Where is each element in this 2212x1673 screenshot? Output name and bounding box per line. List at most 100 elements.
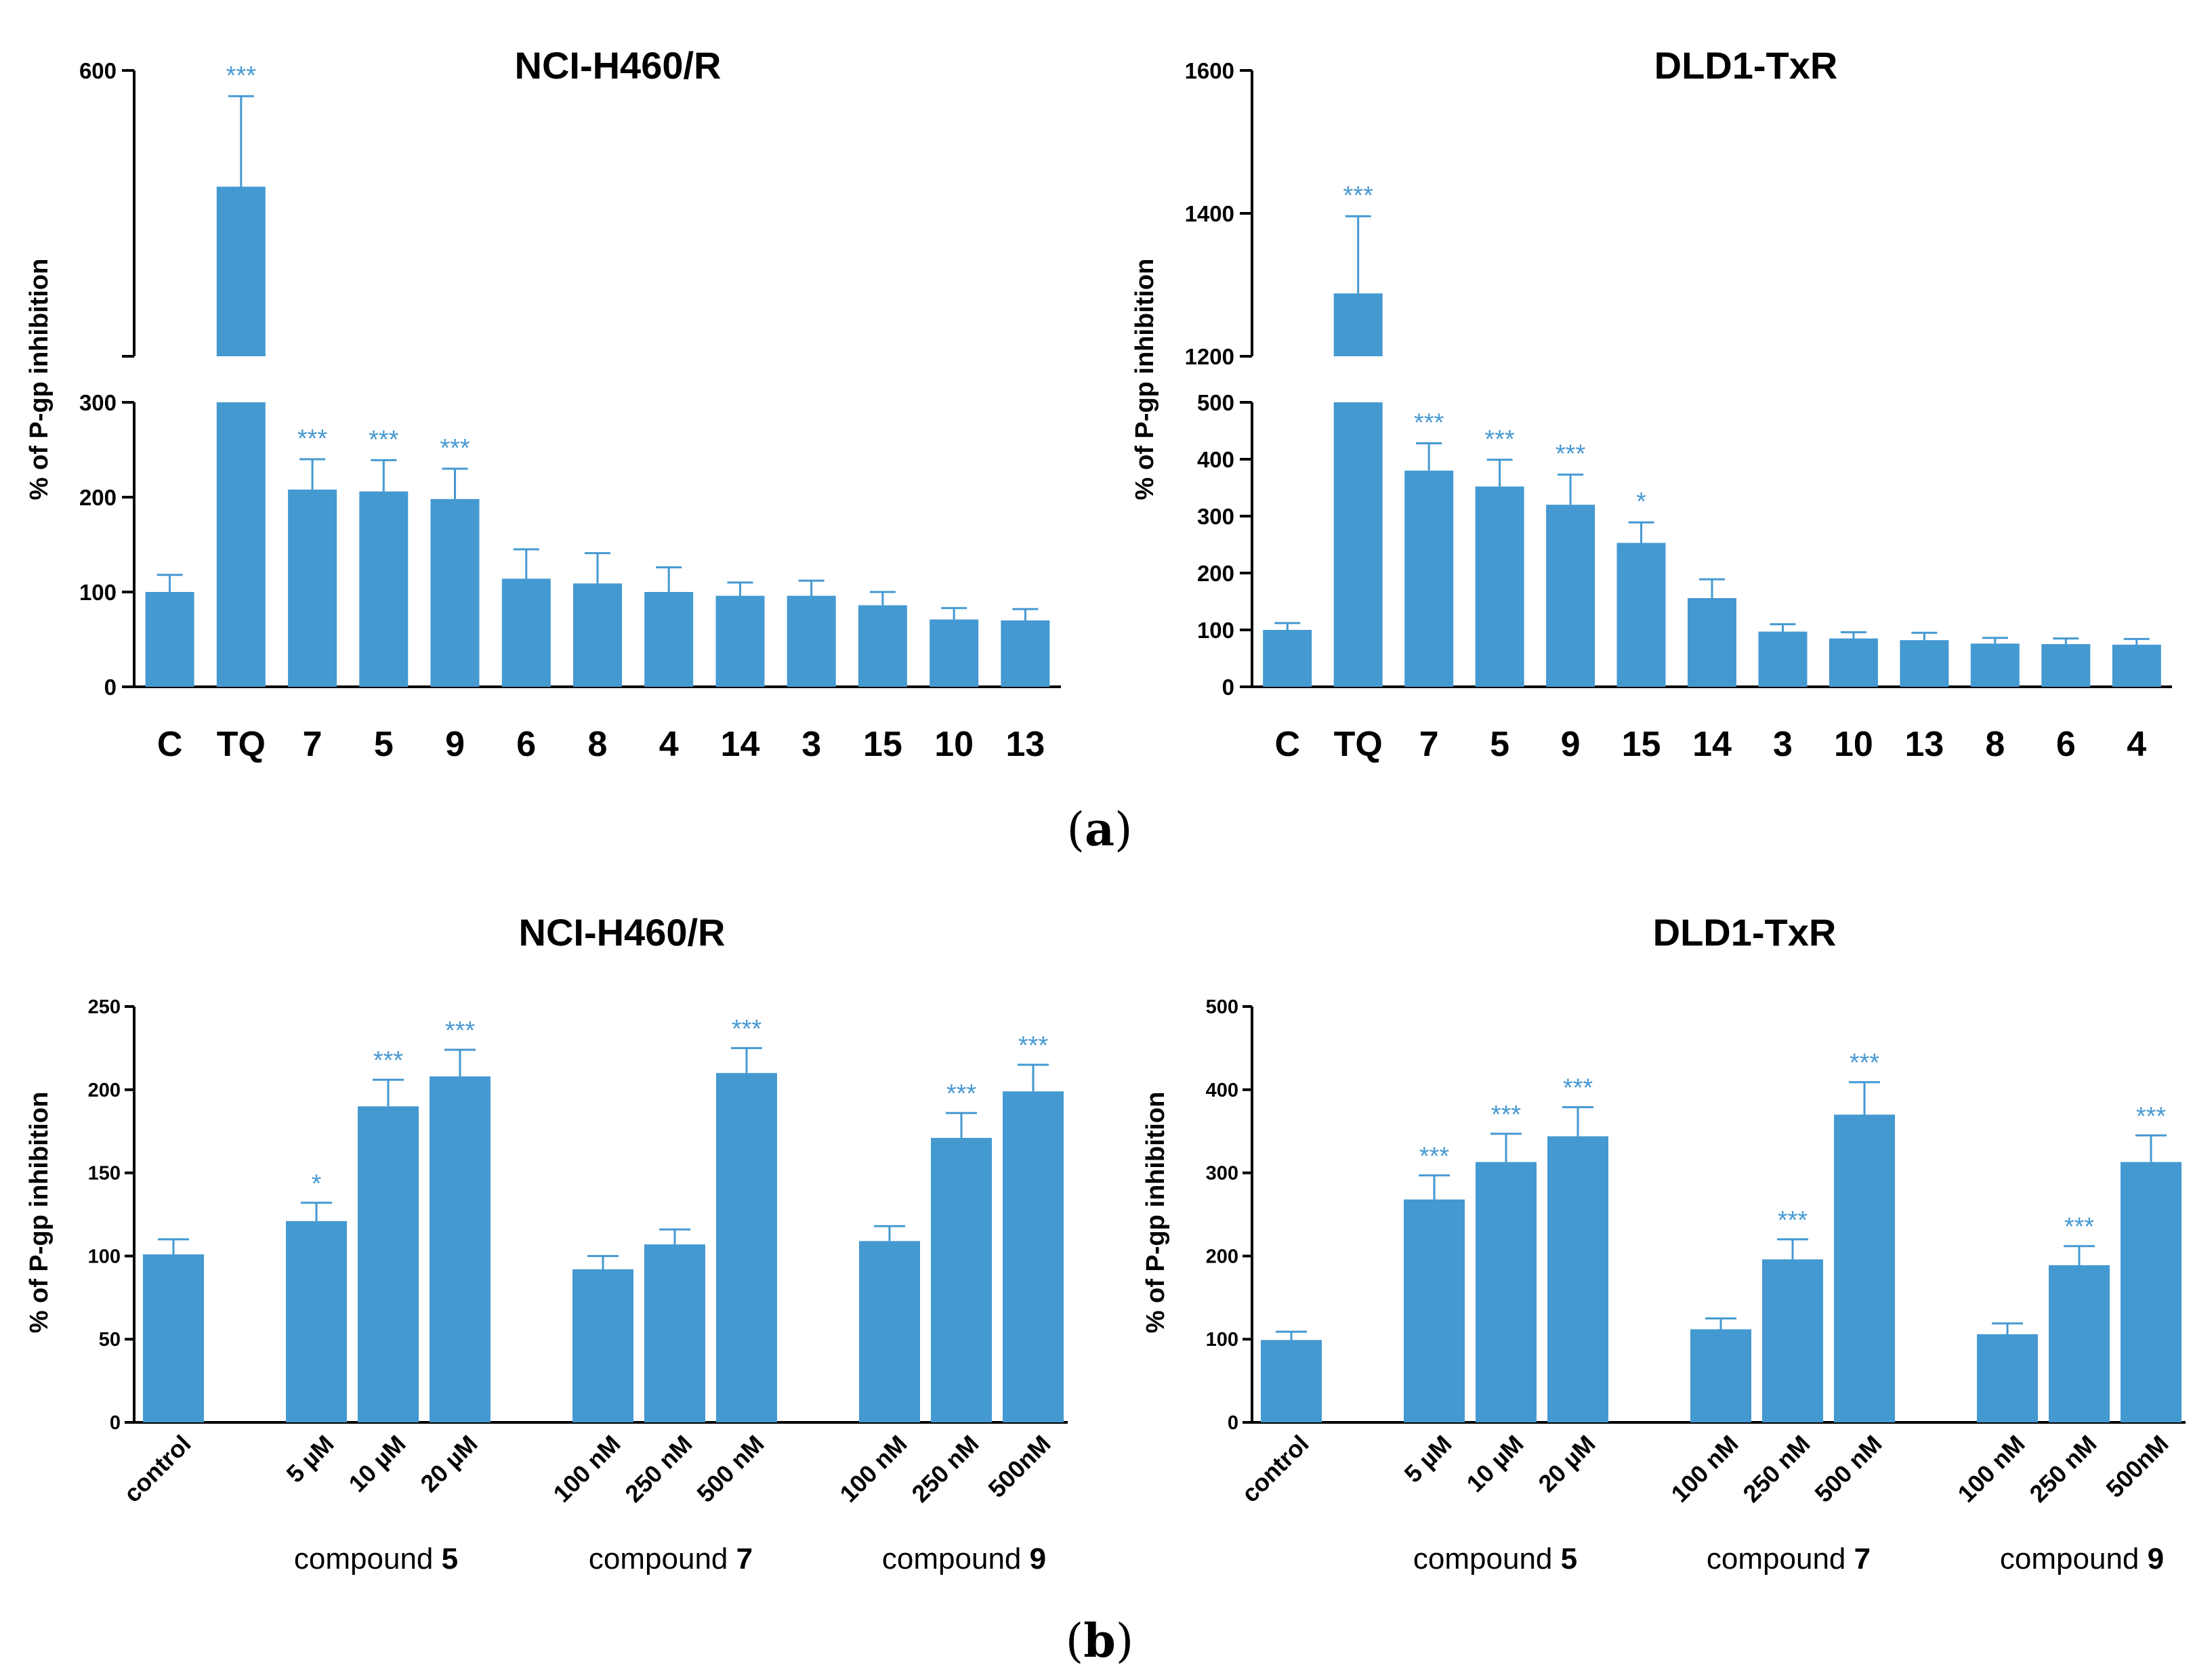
bar-7 — [1977, 1334, 2038, 1422]
bar-2 — [358, 1106, 419, 1422]
x-category-label: 15 — [1622, 725, 1661, 764]
bar-4 — [430, 499, 480, 687]
bar-10 — [858, 605, 907, 687]
panel-label-b: (b) — [1066, 1614, 1134, 1668]
bar-9 — [1900, 640, 1949, 687]
y-tick-label: 300 — [1206, 1163, 1238, 1185]
group-label-compound: compound 7 — [1707, 1542, 1871, 1575]
significance-label: *** — [1414, 408, 1444, 437]
y-tick-label: 200 — [88, 1080, 121, 1101]
chart-b-right-dld1-txr: DLD1-TxR % of P-gp inhibition 0 100 200 300 40… — [1142, 911, 2186, 1575]
bar-8 — [715, 595, 765, 687]
y-tick-label: 50 — [99, 1329, 121, 1351]
bar-3 — [430, 1076, 491, 1422]
x-category-label: control — [118, 1430, 196, 1508]
y-tick-label: 400 — [1197, 447, 1234, 472]
bar-7 — [1758, 631, 1808, 687]
group-label-number: 9 — [2148, 1542, 2164, 1575]
significance-label: *** — [1491, 1101, 1522, 1129]
y-tick-label: 300 — [79, 390, 117, 415]
x-category-label: 14 — [1692, 725, 1732, 764]
significance-label: *** — [1484, 425, 1515, 454]
x-category-label: 9 — [1561, 725, 1581, 764]
x-category-label: 10 — [1834, 725, 1873, 764]
bar-6 — [1688, 598, 1736, 687]
chart-title: DLD1-TxR — [1653, 911, 1837, 954]
bar-3 — [1475, 486, 1524, 687]
bar-2 — [1476, 1162, 1537, 1422]
group-label-prefix: compound — [1707, 1542, 1854, 1575]
x-category-label: 13 — [1904, 725, 1944, 764]
group-label-prefix: compound — [2000, 1542, 2148, 1575]
significance-label: *** — [440, 434, 470, 463]
x-category-label: 3 — [801, 725, 821, 764]
significance-label: *** — [226, 62, 257, 90]
x-category-label: C — [157, 725, 183, 764]
significance-label: *** — [2136, 1102, 2167, 1130]
bar-10 — [1970, 643, 2020, 687]
significance-label: *** — [369, 425, 399, 454]
bar-12 — [1001, 620, 1050, 687]
x-category-label: 8 — [1985, 725, 2005, 764]
x-category-label: 8 — [588, 725, 608, 764]
y-tick-label: 1600 — [1185, 58, 1234, 83]
x-category-label: 15 — [863, 725, 902, 764]
x-category-label: 10 — [934, 725, 974, 764]
x-category-label: 14 — [721, 725, 760, 764]
y-tick-label: 100 — [1197, 618, 1234, 643]
x-category-label: 250 nM — [2024, 1430, 2102, 1508]
y-tick-label: 400 — [1206, 1080, 1238, 1101]
significance-label: *** — [445, 1017, 476, 1045]
x-category-label: 100 nM — [1952, 1430, 2030, 1508]
panel-label-a: (a) — [1066, 803, 1132, 857]
y-axis-label: % of P-gp inhibition — [25, 1092, 54, 1334]
y-tick-label: 1400 — [1185, 201, 1234, 226]
x-category-label: C — [1274, 725, 1300, 764]
x-category-label: 5 µM — [1399, 1430, 1457, 1488]
x-category-label: 20 µM — [415, 1430, 482, 1498]
significance-label: *** — [732, 1015, 762, 1043]
x-category-label: control — [1236, 1430, 1314, 1508]
bar-2 — [1404, 470, 1454, 687]
x-category-label: 9 — [445, 725, 465, 764]
bar-5 — [1616, 543, 1666, 687]
group-label-number: 9 — [1030, 1542, 1046, 1575]
bar-2 — [288, 489, 337, 687]
group-label-number: 7 — [1854, 1542, 1871, 1575]
significance-label: * — [1636, 488, 1646, 516]
bar-7 — [644, 592, 694, 687]
bar-11 — [2041, 644, 2091, 687]
bar-1-upper — [216, 186, 266, 356]
x-category-label: 100 nM — [547, 1430, 625, 1508]
y-tick-label: 300 — [1197, 504, 1234, 529]
group-label-prefix: compound — [294, 1542, 442, 1575]
x-category-label: 100 nM — [834, 1430, 912, 1508]
bar-1 — [1333, 402, 1383, 687]
bar-8 — [931, 1138, 992, 1422]
significance-label: *** — [297, 425, 328, 453]
group-label-compound: compound 5 — [294, 1542, 458, 1575]
y-tick-label: 0 — [1228, 1412, 1238, 1434]
significance-label: *** — [1778, 1206, 1808, 1235]
bar-1 — [286, 1221, 347, 1422]
y-tick-label: 150 — [88, 1163, 121, 1185]
bar-0 — [1263, 630, 1312, 687]
bar-0 — [145, 592, 194, 687]
y-tick-label: 100 — [1206, 1329, 1238, 1351]
y-axis-label: % of P-gp inhibition — [25, 259, 54, 501]
x-category-label: 250 nM — [619, 1430, 697, 1508]
x-category-label: 6 — [2056, 725, 2076, 764]
x-category-label: 13 — [1005, 725, 1045, 764]
significance-label: *** — [1563, 1074, 1593, 1103]
bar-9 — [787, 595, 836, 687]
y-tick-label: 600 — [79, 58, 117, 83]
bar-1 — [216, 402, 266, 687]
chart-title: NCI-H460/R — [515, 44, 722, 87]
bar-4 — [1690, 1329, 1751, 1422]
x-category-label: 7 — [1419, 725, 1439, 764]
x-category-label: 500nM — [982, 1430, 1056, 1503]
significance-label: *** — [1419, 1142, 1450, 1170]
y-tick-label: 500 — [1197, 390, 1234, 415]
significance-label: *** — [1018, 1032, 1049, 1060]
